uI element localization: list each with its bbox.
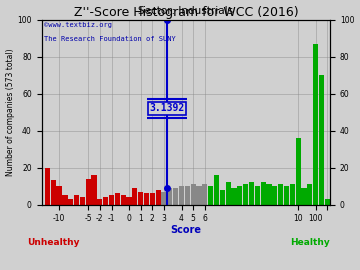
Bar [109,195,114,204]
Bar [278,184,283,204]
Bar [179,186,184,204]
Bar [156,190,161,204]
Bar [150,193,155,204]
Bar [51,181,56,204]
Text: Sector: Industrials: Sector: Industrials [138,6,233,16]
Bar [80,197,85,204]
Text: Healthy: Healthy [290,238,330,247]
Text: The Research Foundation of SUNY: The Research Foundation of SUNY [44,36,176,42]
Bar [301,188,307,204]
Bar [57,186,62,204]
Bar [237,186,242,204]
Bar [307,184,312,204]
Title: Z''-Score Histogram for WCC (2016): Z''-Score Histogram for WCC (2016) [73,6,298,19]
Bar [220,190,225,204]
Bar [144,193,149,204]
Bar [167,188,172,204]
Bar [132,188,138,204]
Bar [161,192,167,204]
Bar [197,186,202,204]
Bar [45,168,50,204]
Text: ©www.textbiz.org: ©www.textbiz.org [44,22,112,28]
Bar [296,138,301,204]
Bar [126,197,132,204]
Bar [138,192,143,204]
Y-axis label: Number of companies (573 total): Number of companies (573 total) [5,48,14,176]
Bar [173,188,178,204]
Bar [284,186,289,204]
Bar [249,182,254,204]
Bar [62,195,68,204]
Bar [97,199,103,204]
Bar [243,184,248,204]
Bar [74,195,79,204]
Bar [290,184,295,204]
Bar [86,179,91,204]
Bar [325,199,330,204]
Bar [115,193,120,204]
Bar [121,195,126,204]
Bar [313,44,318,204]
Bar [185,186,190,204]
Bar [255,186,260,204]
Bar [319,75,324,204]
Bar [202,184,207,204]
Text: Unhealthy: Unhealthy [27,238,79,247]
X-axis label: Score: Score [170,225,201,235]
Bar [208,186,213,204]
Bar [231,188,237,204]
Bar [272,186,278,204]
Bar [190,184,196,204]
Bar [214,175,219,204]
Bar [226,182,231,204]
Bar [266,184,271,204]
Bar [103,197,108,204]
Bar [68,199,73,204]
Bar [91,175,97,204]
Text: 3.1392: 3.1392 [149,103,185,113]
Bar [261,182,266,204]
